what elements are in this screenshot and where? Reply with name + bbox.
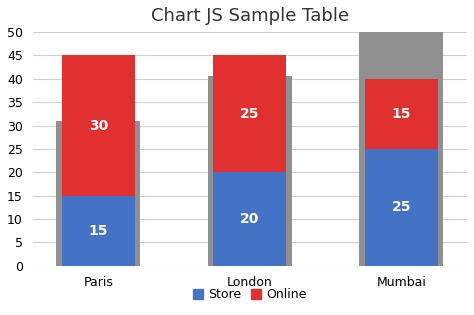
Bar — [208, 77, 292, 266]
Text: 15: 15 — [392, 107, 411, 121]
Text: 20: 20 — [240, 212, 260, 226]
Bar — [62, 196, 135, 266]
Title: Chart JS Sample Table: Chart JS Sample Table — [151, 7, 349, 25]
Bar — [365, 149, 438, 266]
Text: 30: 30 — [89, 118, 108, 133]
Bar — [213, 55, 286, 172]
Text: 25: 25 — [240, 107, 260, 121]
Bar — [213, 172, 286, 266]
Bar — [359, 32, 443, 266]
Bar — [365, 79, 438, 149]
Legend: Store, Online: Store, Online — [188, 283, 311, 306]
Bar — [62, 55, 135, 196]
Text: 25: 25 — [392, 200, 411, 215]
Text: 15: 15 — [89, 224, 108, 238]
Bar — [56, 121, 140, 266]
